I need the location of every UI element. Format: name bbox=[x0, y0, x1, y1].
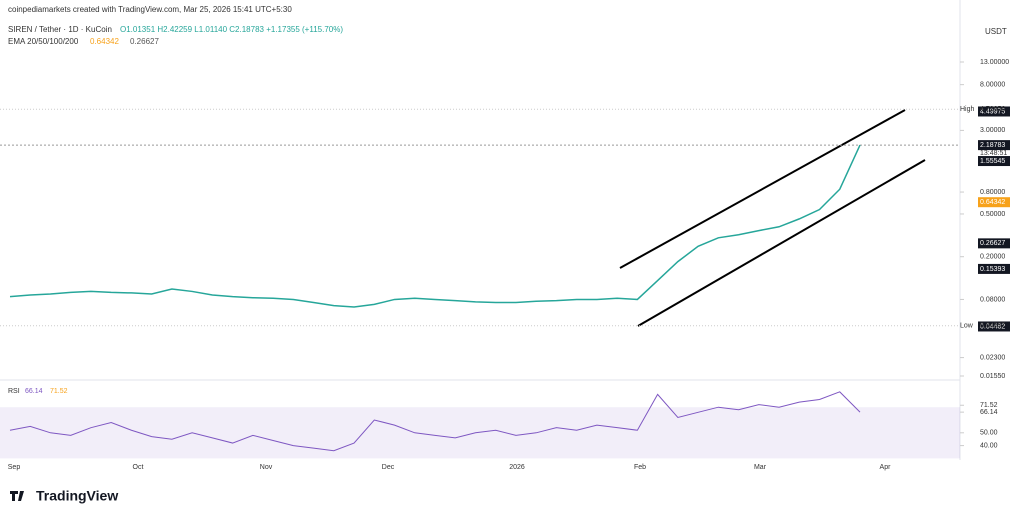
rsi-band bbox=[0, 407, 960, 459]
rsi-reading: 66.14 bbox=[25, 388, 43, 395]
time-label: Dec bbox=[382, 464, 395, 471]
extreme-label: 0.04557 bbox=[980, 323, 1005, 330]
price-tag-label: 0.04482 bbox=[980, 323, 1005, 330]
price-tag-label: 1.55545 bbox=[980, 158, 1005, 165]
price-tag-label: 0.64342 bbox=[980, 199, 1005, 206]
time-label: Sep bbox=[8, 464, 21, 471]
ema-value: 0.26627 bbox=[130, 37, 159, 46]
time-label: Mar bbox=[754, 464, 767, 471]
price-tag bbox=[978, 321, 1010, 332]
time-label: Feb bbox=[634, 464, 646, 471]
time-label: Apr bbox=[880, 464, 892, 471]
rsi-tick-label: 40.00 bbox=[980, 442, 998, 449]
price-tag-label: 2.18783 bbox=[980, 142, 1005, 149]
y-tick-label: 0.02300 bbox=[980, 354, 1005, 361]
channel-line bbox=[637, 159, 926, 327]
rsi-tick-label: 66.14 bbox=[980, 409, 998, 416]
price-tag bbox=[978, 197, 1010, 208]
ema-value: 0.64342 bbox=[90, 37, 119, 46]
countdown: 13:48:51 bbox=[980, 150, 1007, 157]
rsi-label: RSI bbox=[8, 388, 20, 395]
price-tag bbox=[978, 263, 1010, 274]
extreme-label: 4.72656 bbox=[980, 106, 1005, 113]
time-label: Nov bbox=[260, 464, 273, 471]
price-tag bbox=[978, 106, 1010, 117]
credit: coinpediamarkets created with TradingVie… bbox=[8, 5, 292, 14]
rsi-line bbox=[9, 391, 861, 452]
extreme-name: High bbox=[960, 106, 975, 113]
extreme-name: Low bbox=[960, 323, 974, 330]
price-tag-label: 4.49975 bbox=[980, 108, 1005, 115]
logo-icon bbox=[10, 491, 24, 501]
time-label: 2026 bbox=[509, 464, 525, 471]
rsi-tick-label: 71.52 bbox=[980, 402, 998, 409]
y-tick-label: 0.08000 bbox=[980, 296, 1005, 303]
brand: TradingView bbox=[36, 488, 118, 504]
y-tick-label: 8.00000 bbox=[980, 81, 1005, 88]
price-tag bbox=[978, 238, 1010, 249]
rsi-reading: 71.52 bbox=[50, 388, 68, 395]
y-tick-label: 0.50000 bbox=[980, 211, 1005, 218]
y-tick-label: 13.00000 bbox=[980, 59, 1009, 66]
y-tick-label: 0.80000 bbox=[980, 189, 1005, 196]
currency: USDT bbox=[985, 27, 1007, 36]
ema-label: EMA 20/50/100/200 bbox=[8, 37, 79, 46]
time-label: Oct bbox=[133, 464, 144, 471]
price-tag-label: 0.15393 bbox=[980, 266, 1005, 273]
y-tick-label: 0.01550 bbox=[980, 373, 1005, 380]
price-tag-label: 0.26627 bbox=[980, 240, 1005, 247]
rsi-tick-label: 50.00 bbox=[980, 430, 998, 437]
symbol: SIREN / Tether · 1D · KuCoin bbox=[8, 25, 112, 34]
price-tag bbox=[978, 140, 1010, 151]
y-tick-label: 3.00000 bbox=[980, 127, 1005, 134]
channel-line bbox=[619, 109, 906, 269]
price-line-series bbox=[9, 144, 861, 308]
price-tag bbox=[978, 156, 1010, 167]
ohlc: O1.01351 H2.42259 L1.01140 C2.18783 +1.1… bbox=[120, 25, 343, 34]
y-tick-label: 0.20000 bbox=[980, 254, 1005, 261]
